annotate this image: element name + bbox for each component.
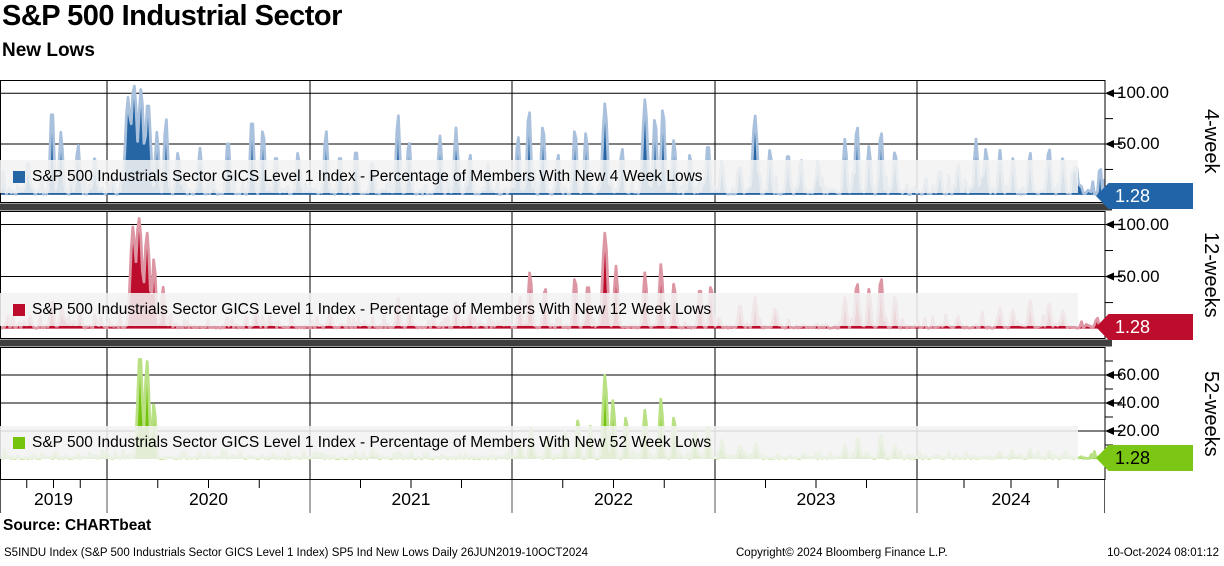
- y-tick-label: 50.00: [1117, 134, 1160, 154]
- y-tick-label: 40.00: [1117, 393, 1160, 412]
- y-tick-arrow: [1105, 399, 1114, 407]
- x-year-label: 2022: [594, 489, 633, 509]
- legend-12-week: S&P 500 Industrials Sector GICS Level 1 …: [0, 293, 1078, 326]
- page-title: S&P 500 Industrial Sector: [2, 0, 342, 32]
- y-tick-label: 100.00: [1117, 83, 1169, 103]
- legend-marker-icon: [13, 170, 25, 183]
- y-tick-arrow: [1105, 427, 1114, 435]
- source-line: Source: CHARTbeat: [3, 517, 152, 534]
- legend-marker-icon: [13, 436, 25, 449]
- last-value-badge-52-week: 1.28: [1096, 445, 1193, 471]
- y-tick-arrow: [1105, 272, 1114, 281]
- y-tick-arrow: [1105, 140, 1114, 149]
- y-tick-label: 60.00: [1117, 365, 1160, 384]
- x-year-label: 2019: [34, 489, 73, 509]
- last-value-badge-12-week: 1.28: [1096, 314, 1193, 340]
- panel-border: [0, 80, 1106, 203]
- last-value-badge-4-week: 1.28: [1096, 183, 1193, 209]
- page-subtitle: New Lows: [2, 40, 95, 61]
- panel-border: [0, 211, 1106, 339]
- legend-label: S&P 500 Industrials Sector GICS Level 1 …: [32, 300, 712, 318]
- panel-divider: [0, 339, 1112, 347]
- y-tick-arrow: [1105, 220, 1114, 229]
- panel-label-12-week: 12-weeks: [1200, 232, 1222, 318]
- y-tick-arrow: [1105, 371, 1114, 379]
- x-year-label: 2021: [391, 489, 431, 509]
- panel-label-4-week: 4-week: [1200, 108, 1222, 174]
- panel-label-52-week: 52-weeks: [1200, 371, 1222, 457]
- footer-timestamp: 10-Oct-2024 08:01:12: [1107, 547, 1219, 559]
- x-year-label: 2023: [796, 489, 836, 509]
- panel-border: [0, 347, 1106, 480]
- footer-copyright: Copyright© 2024 Bloomberg Finance L.P.: [736, 547, 948, 559]
- legend-label: S&P 500 Industrials Sector GICS Level 1 …: [32, 433, 712, 451]
- footer-security-description: S5INDU Index (S&P 500 Industrials Sector…: [4, 547, 589, 559]
- panel-divider: [0, 203, 1112, 211]
- x-year-label: 2024: [991, 489, 1031, 509]
- legend-marker-icon: [13, 303, 25, 316]
- legend-52-week: S&P 500 Industrials Sector GICS Level 1 …: [0, 426, 1078, 459]
- y-tick-label: 20.00: [1117, 421, 1160, 440]
- y-tick-arrow: [1105, 89, 1114, 98]
- y-tick-label: 50.00: [1117, 266, 1160, 286]
- y-tick-label: 100.00: [1117, 214, 1169, 234]
- x-year-label: 2020: [189, 489, 228, 509]
- legend-label: S&P 500 Industrials Sector GICS Level 1 …: [32, 167, 703, 185]
- legend-4-week: S&P 500 Industrials Sector GICS Level 1 …: [0, 160, 1078, 193]
